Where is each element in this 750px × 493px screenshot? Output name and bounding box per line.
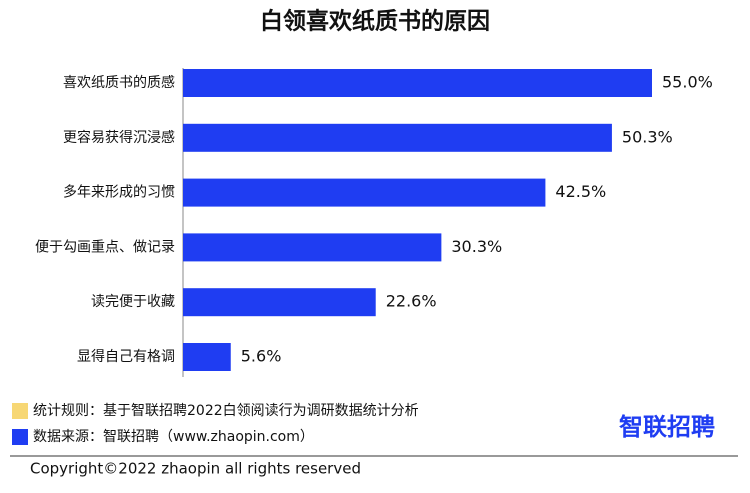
category-label: 读完便于收藏 xyxy=(91,293,175,310)
category-label: 显得自己有格调 xyxy=(77,348,175,365)
category-label: 便于勾画重点、做记录 xyxy=(35,239,175,255)
bar xyxy=(183,69,652,97)
value-label: 55.0% xyxy=(662,73,713,92)
bar xyxy=(183,343,231,371)
note: 数据来源：智联招聘（www.zhaopin.com） xyxy=(33,429,314,445)
legend-swatch xyxy=(12,403,28,419)
chart-title: 白领喜欢纸质书的原因 xyxy=(260,8,490,35)
value-label: 22.6% xyxy=(386,292,437,311)
value-label: 30.3% xyxy=(451,237,502,256)
note: 统计规则：基于智联招聘2022白领阅读行为调研数据统计分析 xyxy=(33,402,419,419)
copyright: Copyright©2022 zhaopin all rights reserv… xyxy=(30,460,361,478)
bar xyxy=(183,123,612,152)
value-label: 50.3% xyxy=(622,127,673,146)
value-label: 42.5% xyxy=(555,182,606,201)
bar xyxy=(183,288,376,317)
category-label: 更容易获得沉浸感 xyxy=(63,129,175,146)
category-label: 喜欢纸质书的质感 xyxy=(63,74,175,91)
legend-swatch xyxy=(12,429,28,445)
value-label: 5.6% xyxy=(241,347,282,366)
logo: 智联招聘 xyxy=(619,413,715,441)
bar xyxy=(183,178,546,207)
bar xyxy=(183,233,442,262)
category-label: 多年来形成的习惯 xyxy=(63,184,175,201)
